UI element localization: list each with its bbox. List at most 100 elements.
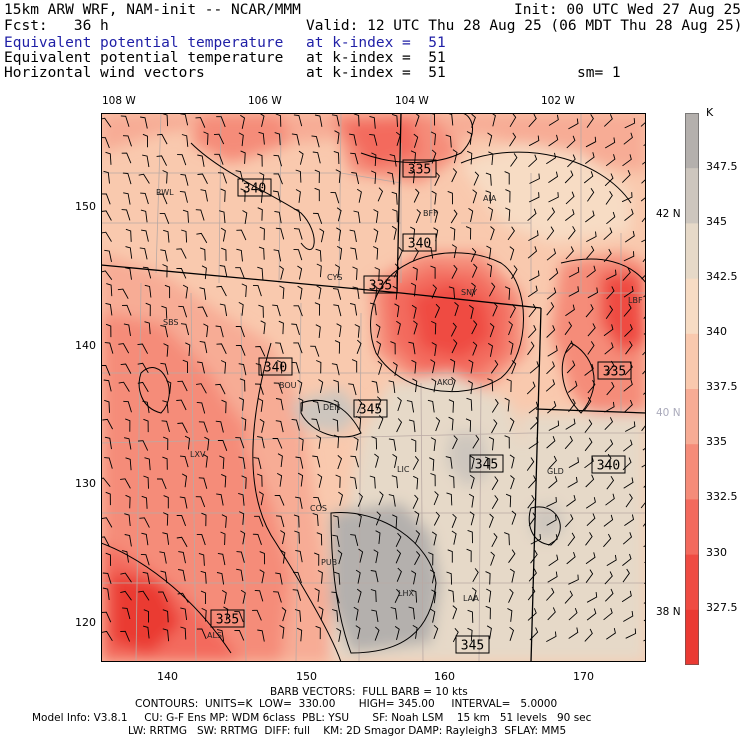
wind-barb xyxy=(280,549,286,564)
station-sbs: SBS xyxy=(163,318,179,327)
wind-barb xyxy=(509,454,515,469)
wind-barb xyxy=(239,378,246,392)
wind-barb xyxy=(240,114,246,129)
wind-barb xyxy=(142,571,150,585)
wind-barb xyxy=(216,343,227,354)
wind-barb xyxy=(180,626,187,640)
wind-barb xyxy=(408,341,416,355)
wind-barb xyxy=(375,511,381,526)
wind-barb xyxy=(411,304,417,319)
wind-barb xyxy=(373,228,379,243)
wind-barb xyxy=(254,383,264,395)
wind-barb xyxy=(504,435,510,449)
wind-barb xyxy=(356,188,362,203)
wind-barb xyxy=(125,228,132,242)
wind-barb xyxy=(625,493,633,508)
contour-label-box xyxy=(591,455,626,474)
wind-barb xyxy=(472,434,480,449)
wind-barb xyxy=(408,419,416,433)
station-gld: GLD xyxy=(547,467,564,476)
wind-barb xyxy=(471,587,477,602)
wind-barb xyxy=(241,417,247,431)
wind-barb xyxy=(182,284,188,299)
wind-barb xyxy=(548,476,558,489)
wind-barb xyxy=(586,114,594,128)
wind-barb xyxy=(471,263,478,278)
wind-barb xyxy=(105,151,112,165)
wind-barb xyxy=(166,380,172,394)
wind-barb xyxy=(412,494,419,509)
wind-barb xyxy=(292,589,302,601)
wind-barb xyxy=(586,245,595,259)
wind-barb xyxy=(388,494,396,507)
x-tick-160: 160 xyxy=(434,670,455,683)
wind-barb xyxy=(101,477,111,487)
wind-barb xyxy=(124,513,131,527)
model-title: 15km ARW WRF, NAM-init -- NCAR/MMM xyxy=(4,2,301,18)
wind-barb xyxy=(257,436,265,449)
wind-barb xyxy=(139,517,150,528)
wind-barb xyxy=(568,607,578,621)
wind-barb xyxy=(451,377,456,392)
wind-barb xyxy=(528,230,539,241)
wind-barb xyxy=(257,189,263,203)
wind-barb xyxy=(472,189,478,204)
wind-barb xyxy=(104,457,113,469)
wind-barb xyxy=(586,608,597,621)
colorbar-cell xyxy=(685,609,699,665)
wind-barb xyxy=(356,513,362,528)
wind-barb xyxy=(505,189,511,203)
wind-barb xyxy=(546,361,555,375)
wind-barb xyxy=(281,607,287,622)
wind-barb xyxy=(623,251,635,262)
wind-barb xyxy=(296,627,303,642)
wind-barb xyxy=(203,131,209,145)
wind-barb xyxy=(586,265,596,278)
wind-barb xyxy=(217,552,226,566)
wind-barb xyxy=(101,517,113,528)
wind-barb xyxy=(408,606,415,620)
wind-barb xyxy=(177,380,188,392)
wind-barb xyxy=(448,286,456,300)
wind-barb xyxy=(546,248,557,261)
wind-barb xyxy=(259,226,265,241)
wind-barb xyxy=(241,475,247,489)
station-labels: RWL BFF AIA CYS SNY SBS BOU DEN AKO LXV LIC GLD COS P… xyxy=(156,188,643,640)
wind-barb xyxy=(235,326,245,338)
wind-barb xyxy=(355,625,361,640)
wind-barb xyxy=(485,190,491,204)
wind-barb xyxy=(431,284,437,299)
wind-barb xyxy=(505,207,511,222)
wind-barb xyxy=(491,398,499,413)
wind-barb xyxy=(511,265,518,280)
wind-barb xyxy=(508,340,514,355)
wind-barb xyxy=(447,190,453,205)
wind-barb xyxy=(120,478,131,489)
wind-barb xyxy=(125,494,131,509)
wind-barb xyxy=(587,323,596,337)
wind-barb xyxy=(236,229,247,241)
wind-barb xyxy=(433,491,439,506)
wind-barb xyxy=(293,228,303,240)
contour-label: 335 xyxy=(369,279,392,294)
wind-barb xyxy=(606,211,616,225)
wind-barb xyxy=(388,380,396,394)
wind-barb xyxy=(180,113,189,126)
wind-barb xyxy=(445,134,452,148)
wind-barb xyxy=(138,590,150,601)
wind-barb xyxy=(272,437,283,449)
wind-barb xyxy=(137,362,149,374)
wind-barb xyxy=(291,133,300,146)
wind-barb xyxy=(199,287,207,300)
wind-barb xyxy=(430,265,436,279)
wind-barb xyxy=(547,207,556,221)
wind-barb xyxy=(414,113,420,127)
station-als: ALS xyxy=(207,631,222,640)
wind-barb xyxy=(414,510,420,525)
wind-barb xyxy=(101,365,111,376)
colorbar-cell xyxy=(685,499,699,556)
wind-barb xyxy=(156,478,167,490)
wind-barb xyxy=(448,589,455,603)
wind-barb xyxy=(504,286,511,300)
wind-barb xyxy=(414,551,421,566)
